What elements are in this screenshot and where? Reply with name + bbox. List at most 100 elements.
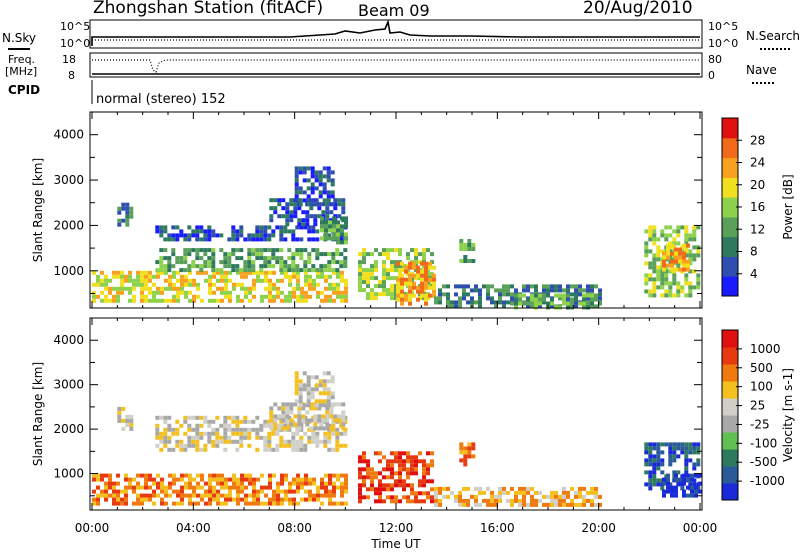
velocity-cell <box>406 471 410 476</box>
power-cell <box>432 289 436 294</box>
power-cell <box>382 260 386 265</box>
power-cell <box>325 210 330 215</box>
velocity-cell <box>370 487 374 492</box>
power-cell <box>474 284 478 289</box>
velocity-cell <box>410 455 414 460</box>
velocity-cell <box>311 431 316 436</box>
velocity-cell <box>310 395 315 400</box>
power-cell <box>390 292 394 297</box>
power-cell <box>420 293 424 298</box>
velocity-cell <box>366 459 370 464</box>
velocity-cell <box>315 443 320 448</box>
velocity-cell <box>522 498 526 503</box>
velocity-cell <box>374 451 378 456</box>
velocity-cell <box>656 482 661 487</box>
power-cell <box>656 253 661 258</box>
power-cell <box>322 174 327 179</box>
power-cell <box>272 270 276 275</box>
velocity-cell <box>315 439 320 444</box>
power-cell <box>344 216 348 221</box>
velocity-cell <box>291 439 296 444</box>
power-cell <box>259 233 264 238</box>
velocity-cell <box>394 483 398 488</box>
power-cell <box>432 277 436 282</box>
velocity-cell <box>402 459 406 464</box>
velocity-cell <box>434 498 438 503</box>
velocity-cell <box>104 489 108 494</box>
velocity-cell <box>195 415 200 420</box>
power-cell <box>328 274 332 279</box>
x-tick-label: 16:00 <box>480 521 515 535</box>
velocity-cell <box>442 486 446 491</box>
velocity-cell <box>220 485 224 490</box>
power-cell <box>268 298 272 303</box>
velocity-cell <box>514 498 518 503</box>
power-cell <box>666 263 670 268</box>
velocity-cell <box>160 477 164 482</box>
power-cell <box>199 237 204 242</box>
power-cell <box>400 301 404 306</box>
velocity-cell <box>402 467 406 472</box>
velocity-cell <box>374 475 378 480</box>
velocity-cell <box>402 487 406 492</box>
power-cell <box>307 225 312 230</box>
velocity-cell <box>223 419 228 424</box>
power-cell <box>311 248 316 253</box>
power-cell <box>486 288 490 293</box>
power-cell <box>320 216 324 221</box>
echo-region <box>644 442 701 491</box>
power-cell <box>678 251 682 256</box>
velocity-cell <box>159 435 164 440</box>
velocity-cell <box>204 481 208 486</box>
power-cell <box>339 264 344 269</box>
velocity-cell <box>321 426 326 431</box>
power-cell <box>96 278 100 283</box>
power-cell <box>590 304 594 309</box>
velocity-cell <box>172 477 176 482</box>
power-cell <box>336 220 340 225</box>
velocity-cell <box>410 467 414 472</box>
velocity-cell <box>566 490 570 495</box>
velocity-cell <box>340 501 344 506</box>
power-cell <box>318 182 323 187</box>
velocity-cell <box>100 477 104 482</box>
power-cell <box>582 301 586 306</box>
power-cell <box>300 290 304 295</box>
velocity-cell <box>180 489 184 494</box>
power-cell <box>263 237 268 242</box>
velocity-cell <box>160 497 164 502</box>
power-cell <box>327 233 332 238</box>
power-cell <box>322 182 327 187</box>
velocity-cell <box>279 423 284 428</box>
velocity-cell <box>518 498 522 503</box>
power-cell <box>211 248 216 253</box>
velocity-cell <box>323 439 328 444</box>
power-cell <box>340 290 344 295</box>
power-cell <box>546 301 550 306</box>
power-cell <box>302 166 307 171</box>
velocity-cell <box>494 502 498 507</box>
velocity-cell <box>644 442 649 447</box>
power-cell <box>231 225 236 230</box>
velocity-cell <box>341 426 346 431</box>
power-cell <box>311 237 316 242</box>
velocity-cell <box>325 406 330 411</box>
power-cell <box>670 251 674 256</box>
velocity-cell <box>231 419 236 424</box>
velocity-cell <box>224 481 228 486</box>
velocity-cell <box>279 435 284 440</box>
velocity-cell <box>319 439 324 444</box>
power-cell <box>281 198 286 203</box>
velocity-cell <box>212 493 216 498</box>
power-cell <box>294 178 299 183</box>
power-cell <box>558 288 562 293</box>
power-cell <box>163 256 168 261</box>
velocity-cell <box>562 502 566 507</box>
power-cell <box>288 282 292 287</box>
velocity-cell <box>298 379 303 384</box>
velocity-cell <box>314 387 319 392</box>
power-cell <box>314 198 319 203</box>
velocity-cell <box>467 446 472 451</box>
echo-region <box>459 239 476 263</box>
power-cell <box>168 278 172 283</box>
